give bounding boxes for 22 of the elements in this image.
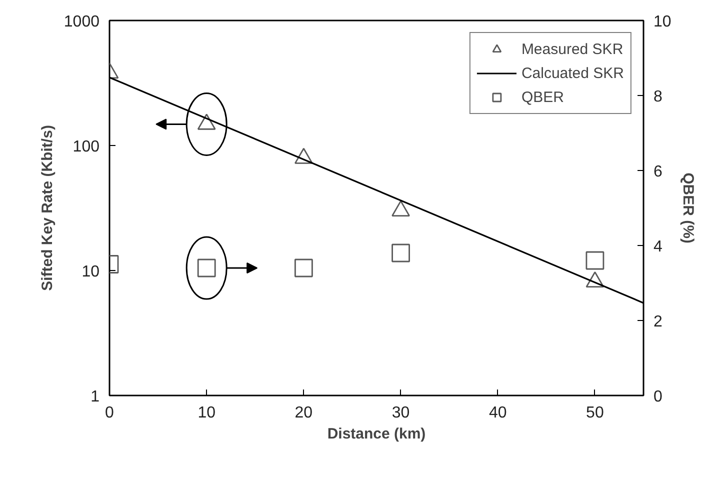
x-tick-label: 50 — [586, 404, 604, 422]
y2-tick-label: 10 — [654, 14, 672, 30]
legend-label: QBER — [521, 88, 564, 106]
x-axis-title: Distance (km) — [327, 426, 426, 442]
y-axis-title: Sifted Key Rate (Kbit/s) — [38, 125, 56, 291]
y2-tick-label: 0 — [654, 388, 662, 406]
x-tick-label: 40 — [488, 404, 507, 422]
y2-tick-label: 8 — [654, 88, 662, 106]
x-tick-label: 30 — [392, 404, 410, 422]
y-tick-label: 1 — [90, 388, 100, 406]
x-tick-label: 20 — [294, 404, 313, 422]
x-tick-label: 10 — [198, 404, 216, 422]
legend-label: Calcuated SKR — [521, 64, 624, 82]
y2-tick-label: 4 — [654, 238, 662, 256]
x-tick-label: 0 — [105, 404, 114, 422]
y2-tick-label: 2 — [654, 314, 662, 330]
y-tick-label: 1000 — [64, 14, 100, 30]
y-tick-label: 100 — [72, 138, 100, 156]
y-tick-label: 10 — [82, 264, 100, 280]
y2-axis-title: QBER (%) — [679, 172, 696, 244]
legend-label: Measured SKR — [521, 40, 624, 58]
y2-tick-label: 6 — [654, 164, 662, 180]
